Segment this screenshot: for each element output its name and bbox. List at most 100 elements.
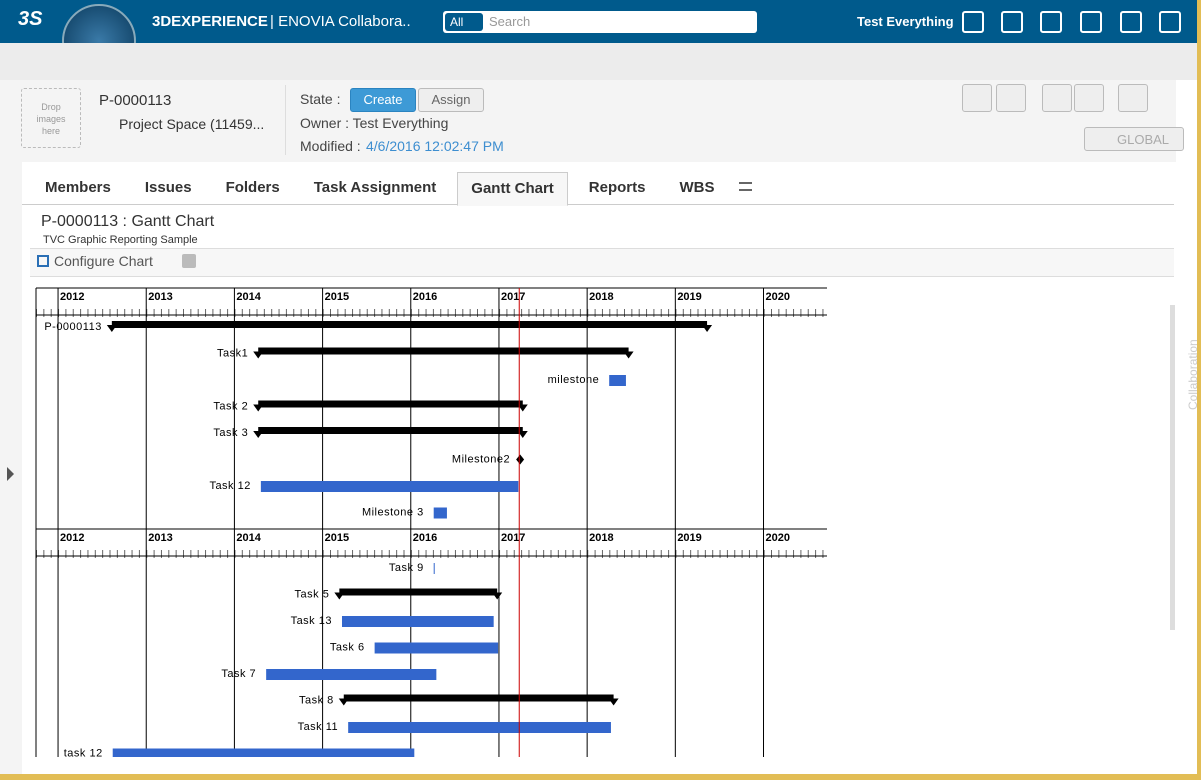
summary-bar-body [339,588,498,596]
summary-bar-body [258,400,523,408]
summary-bar [253,427,528,438]
inbox-icon[interactable] [962,11,984,33]
summary-bar-end [492,592,503,600]
prev-button[interactable] [1042,84,1072,112]
tab[interactable]: WBS [679,179,715,196]
summary-bar-start [253,404,264,412]
summary-bar-start [253,431,264,438]
search-scope[interactable]: All [445,13,483,31]
summary-bar-end [702,325,713,332]
summary-bar-start [334,592,345,600]
tab[interactable]: Gantt Chart [457,172,568,206]
task-bar [348,722,611,733]
tab[interactable]: Issues [144,179,192,196]
task-label: Task1 [217,347,248,359]
state-label: State : [300,91,341,107]
home-icon[interactable] [1120,11,1142,33]
task-label: Milestone2 [452,453,510,465]
task-bar [112,748,415,757]
gray-band [0,43,1197,80]
configure-icon[interactable] [37,255,49,267]
task-bar [341,616,494,627]
summary-bar [253,347,634,359]
task-bar [433,563,435,574]
year-label: 2017 [501,532,525,544]
task-label: Task 2 [213,400,248,412]
year-label: 2015 [325,532,349,544]
summary-bar-end [623,351,634,359]
year-label: 2016 [413,532,437,544]
collaboration-tab[interactable]: Collaboration [1186,339,1197,410]
task-label: Task 12 [209,480,250,492]
search-box[interactable]: All Search [443,11,757,33]
drop-text: Drop images here [36,102,66,136]
task-label: Task 3 [213,427,248,439]
chart-subtitle: TVC Graphic Reporting Sample [43,234,198,246]
summary-bar [334,588,503,600]
task-label: Task 5 [295,588,330,600]
summary-bar-body [111,321,708,328]
tab-menu[interactable] [739,182,753,191]
configure-chart[interactable]: Configure Chart [54,253,153,269]
home-button[interactable] [996,84,1026,112]
create-button[interactable]: Create [350,88,416,112]
object-header: Drop images here P-0000113 Project Space… [0,80,1184,162]
tab[interactable]: Task Assignment [313,179,437,196]
add-icon[interactable] [1040,11,1062,33]
ds-logo: 3S [18,8,43,30]
tab-bar: Members Issues Folders Task Assignment Gantt… [22,162,1174,206]
summary-bar [338,694,619,706]
task-label: Task 11 [298,721,339,733]
summary-bar-body [258,427,523,434]
summary-bar [253,400,528,412]
tab[interactable]: Reports [588,179,646,196]
task-bar [374,642,499,654]
toolbar: Configure Chart [30,248,1174,277]
assign-button[interactable]: Assign [418,88,484,112]
task-bar [260,481,519,492]
year-label: 2018 [589,532,613,544]
task-label: Task 8 [299,694,334,706]
year-label: 2020 [766,532,790,544]
tab[interactable]: Members [45,179,111,196]
search-placeholder: Search [489,14,531,29]
summary-bar-body [258,347,629,355]
tab[interactable]: Folders [225,179,280,196]
expand-arrow[interactable] [7,467,14,481]
brand: 3DEXPERIENCE [152,13,268,30]
left-rail [0,162,22,774]
menu-button[interactable] [962,84,992,112]
year-label: 2014 [236,291,261,303]
object-name: P-0000113 [99,92,172,109]
gantt-chart: 2012 2013 2014 2015 2016 2017 2018 2019 2020 P-00… [35,287,827,757]
milestone-diamond [516,454,525,465]
task-label: Task 7 [221,668,256,680]
modified-date: 4/6/2016 12:02:47 PM [366,138,504,154]
summary-bar-end [608,698,619,706]
task-label: Task 13 [291,615,332,627]
print-icon[interactable] [182,254,196,268]
task-bar [609,375,626,386]
summary-bar-end [517,404,528,412]
next-button[interactable] [1074,84,1104,112]
year-label: 2016 [413,291,437,303]
year-label: 2012 [60,291,84,303]
help-icon[interactable] [1159,11,1181,33]
profile-icon[interactable] [1001,11,1023,33]
global-button[interactable]: GLOBAL [1084,127,1184,151]
year-label: 2014 [236,532,261,544]
share-icon[interactable] [1080,11,1102,33]
drop-zone[interactable]: Drop images here [21,88,81,148]
summary-bar-start [253,351,264,359]
year-label: 2012 [60,532,84,544]
user-name[interactable]: Test Everything [857,14,954,29]
task-label: P-0000113 [44,321,102,333]
refresh-button[interactable] [1118,84,1148,112]
summary-bar-body [343,694,614,702]
task-label: milestone [548,374,600,386]
top-bar: 3S 3DEXPERIENCE | ENOVIA Collabora.. All… [0,0,1197,78]
year-label: 2015 [325,291,349,303]
